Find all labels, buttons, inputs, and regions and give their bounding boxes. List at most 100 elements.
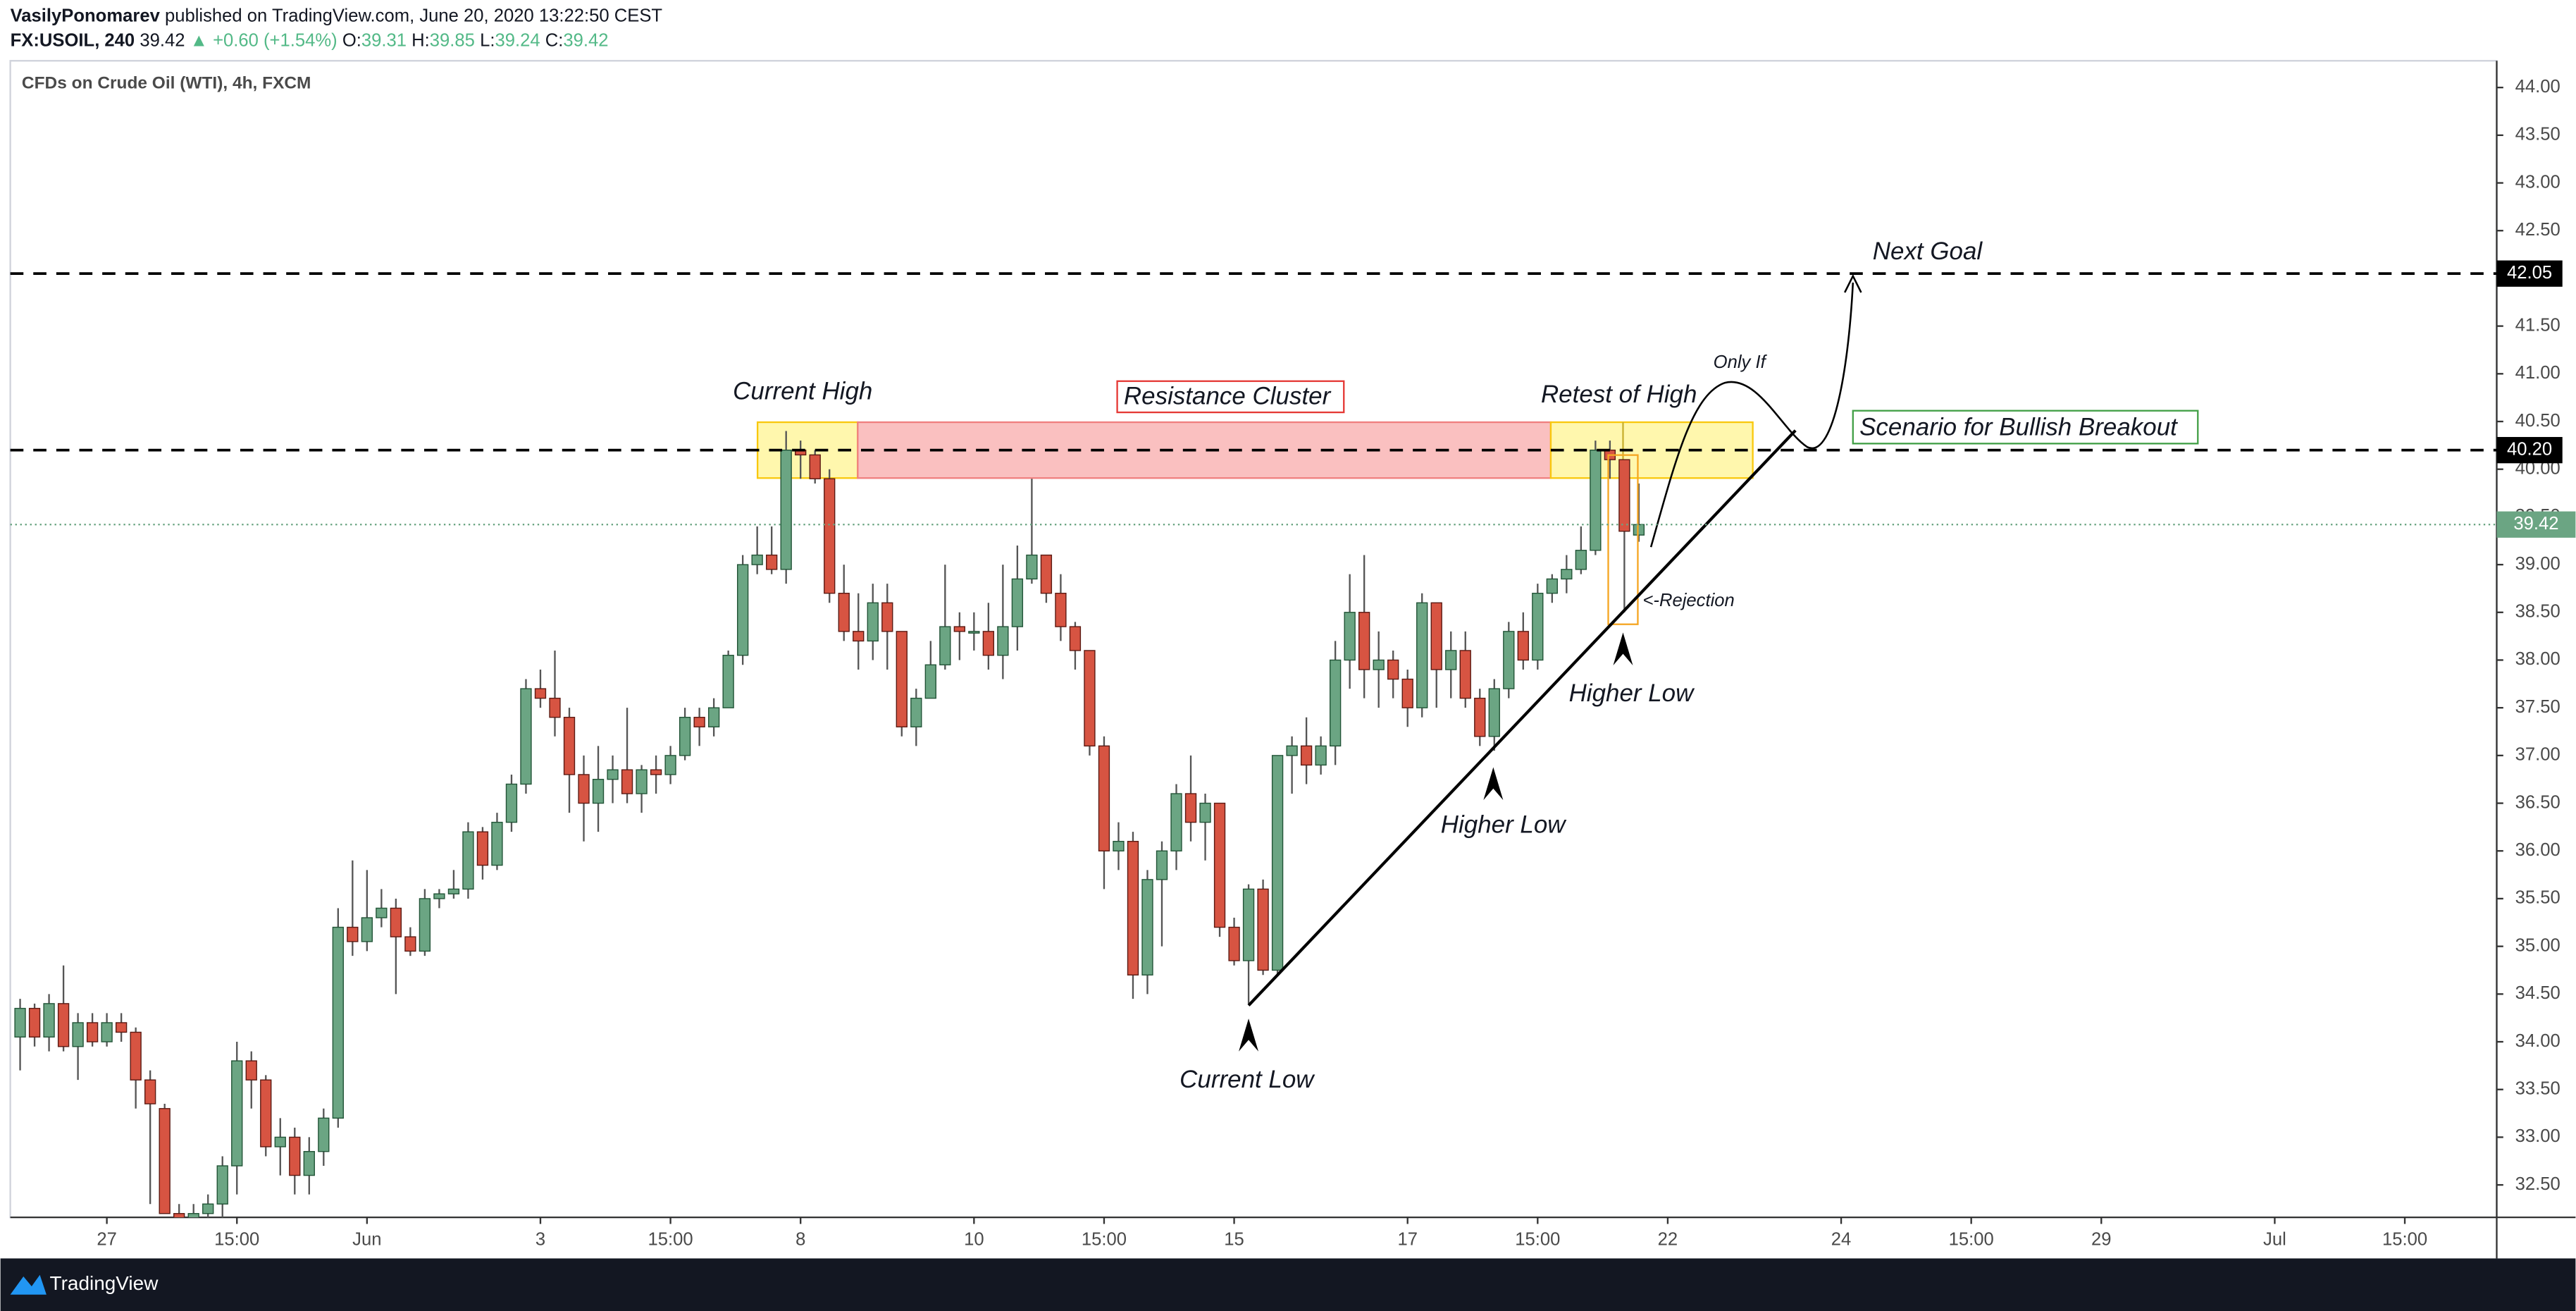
y-tick-label: 36.50 (2515, 792, 2560, 812)
last-price-label: 39.42 (2513, 514, 2558, 534)
candle-up (361, 917, 373, 942)
candle-up (607, 769, 619, 780)
candle-down (1213, 802, 1226, 928)
candle-up (780, 449, 792, 570)
x-tick-label: 17 (1397, 1230, 1418, 1250)
candle-up (231, 1060, 243, 1167)
candle-down (347, 926, 359, 942)
logo (10, 1274, 47, 1295)
candle-down (476, 831, 489, 866)
annotation: Higher Low (1441, 811, 1568, 839)
pane-title: CFDs on Crude Oil (WTI), 4h, FXCM (22, 73, 311, 92)
candle-down (1459, 650, 1471, 699)
candle-up (1329, 659, 1342, 747)
candle-up (664, 755, 676, 775)
candle-up (216, 1165, 228, 1205)
candle-up (1271, 755, 1284, 971)
h-key: H: (411, 30, 430, 50)
x-tick-label: 24 (1831, 1230, 1852, 1250)
candle-up (1575, 550, 1587, 570)
x-tick-label: 15:00 (2382, 1230, 2427, 1250)
x-tick-label: 15:00 (1082, 1230, 1127, 1250)
candle-up (997, 626, 1009, 656)
y-tick-label: 41.50 (2515, 315, 2560, 335)
x-tick-label: 15:00 (648, 1230, 693, 1250)
candle-down (28, 1007, 41, 1038)
annotation: Current Low (1179, 1066, 1315, 1093)
candle-down (838, 593, 850, 632)
candle-down (1084, 650, 1096, 747)
candle-up (1546, 578, 1558, 594)
candle-down (1257, 888, 1269, 971)
candle-down (693, 717, 705, 727)
candle-up (722, 655, 734, 708)
candle-up (505, 783, 518, 823)
header-line-2: FX:USOIL, 240 39.42 ▲ +0.60 (+1.54%) O:3… (11, 30, 609, 50)
low-marker (1239, 1018, 1259, 1052)
h-value: 39.85 (430, 30, 475, 50)
candle-up (1315, 745, 1327, 766)
candle-up (332, 926, 344, 1119)
candle-up (303, 1151, 315, 1176)
candle-up (1286, 745, 1298, 756)
candle-down (953, 626, 965, 632)
candle-down (1517, 631, 1529, 661)
candle-down (159, 1108, 171, 1214)
o-value: 39.31 (361, 30, 407, 50)
candle-up (274, 1136, 286, 1147)
candle-up (1141, 879, 1153, 975)
l-key: L: (480, 30, 495, 50)
candle-down (1430, 602, 1442, 670)
x-tick-label: 3 (535, 1230, 545, 1250)
candle-up (72, 1022, 84, 1047)
candle-down (824, 478, 836, 594)
candle-up (1113, 841, 1125, 851)
y-tick-label: 42.50 (2515, 220, 2560, 240)
y-tick-label: 41.00 (2515, 363, 2560, 383)
candle-down (650, 769, 662, 775)
published: published on TradingView.com, June 20, 2… (165, 6, 662, 25)
candle-up (14, 1007, 26, 1038)
x-tick-label: 10 (964, 1230, 984, 1250)
header-line-1: VasilyPonomarev published on TradingView… (11, 6, 663, 25)
candle-up (1242, 888, 1255, 961)
c-value: 39.42 (563, 30, 608, 50)
candle-up (679, 717, 691, 756)
y-tick-label: 35.00 (2515, 935, 2560, 955)
candle-down (1358, 612, 1370, 670)
candle-down (534, 688, 547, 699)
candle-down (809, 454, 821, 479)
candle-down (578, 774, 590, 804)
l-value: 39.24 (495, 30, 540, 50)
candle-up (592, 779, 605, 804)
o-key: O: (342, 30, 361, 50)
annotation: Current High (733, 377, 872, 405)
annotation: Retest of High (1541, 381, 1697, 408)
candle-down (1387, 659, 1399, 680)
candle-down (1401, 678, 1413, 708)
candle-down (896, 631, 908, 727)
candle-up (1170, 793, 1182, 851)
annotation: Resistance Cluster (1124, 382, 1332, 410)
x-tick-label: 15:00 (1949, 1230, 1994, 1250)
y-tick-label: 34.50 (2515, 983, 2560, 1003)
level-tag (2496, 436, 2563, 464)
candle-up (1344, 612, 1356, 661)
candle-up (1532, 593, 1544, 661)
brand: TradingView (50, 1272, 159, 1294)
x-tick-label: 27 (97, 1230, 117, 1250)
candle-down (563, 717, 576, 775)
candle-down (289, 1136, 301, 1176)
candle-down (1098, 745, 1110, 851)
candle-down (1055, 593, 1067, 627)
level-label: 40.20 (2507, 439, 2552, 459)
y-tick-label: 37.00 (2515, 745, 2560, 765)
candle-up (910, 697, 922, 727)
candle-down (766, 554, 778, 570)
candle-down (1228, 926, 1240, 961)
y-tick-label: 44.00 (2515, 77, 2560, 97)
scenario-label-box (1852, 410, 2199, 445)
annotation: Scenario for Bullish Breakout (1859, 414, 2178, 441)
x-tick-label: 15 (1224, 1230, 1244, 1250)
